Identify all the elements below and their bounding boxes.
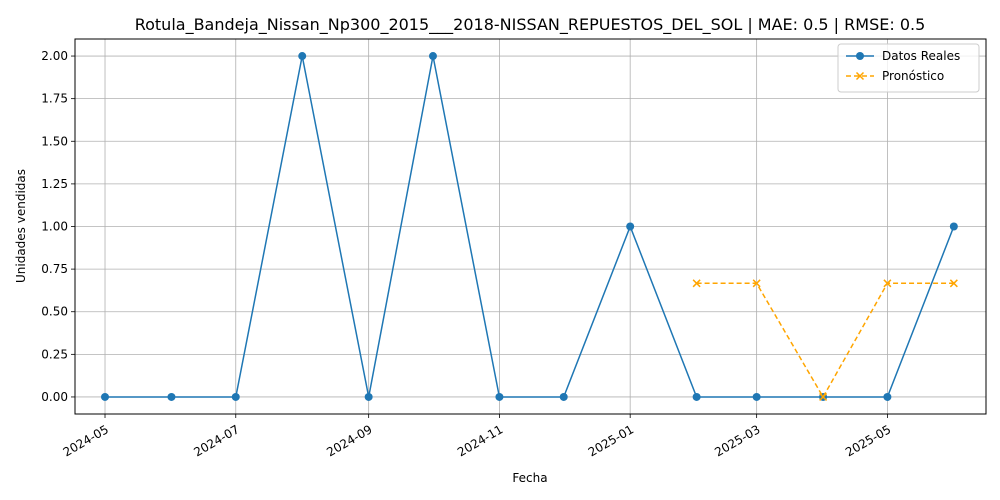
y-tick-label: 1.50 [41,134,68,148]
data-point [752,392,761,401]
data-point [626,222,635,231]
y-tick-label: 0.50 [41,305,68,319]
data-point [559,392,568,401]
data-point [495,392,504,401]
y-tick-label: 0.75 [41,262,68,276]
forecast-point [752,279,761,288]
chart-title: Rotula_Bandeja_Nissan_Np300_2015___2018-… [135,15,926,35]
data-point [692,392,701,401]
y-tick-label: 1.25 [41,177,68,191]
y-axis-ticks: 0.00 0.25 0.50 0.75 1.00 1.25 1.50 1.75 2.00 [41,49,75,404]
y-tick-label: 2.00 [41,49,68,63]
series-line-datos-reales [105,55,955,398]
y-tick-label: 1.75 [41,92,68,106]
legend-label-datos-reales: Datos Reales [882,49,960,63]
data-point [949,222,958,231]
legend: Datos Reales Pronóstico [837,43,980,93]
series-line-pron-stico [696,282,954,399]
data-point [298,52,307,61]
y-tick-label: 0.25 [41,347,68,361]
y-tick-label: 1.00 [41,220,68,234]
data-point [101,392,110,401]
y-axis-label: Unidades vendidas [14,169,28,283]
legend-marker-datos-reales [856,52,864,60]
data-point [428,52,437,61]
legend-marker-pronostico [855,71,865,81]
data-point [231,392,240,401]
data-point [167,392,176,401]
legend-label-pronostico: Pronóstico [882,69,944,83]
x-axis-label: Fecha [512,471,547,485]
data-point [364,392,373,401]
forecast-point [692,279,701,288]
forecast-point [949,279,958,288]
series-group [101,52,958,401]
y-tick-label: 0.00 [41,390,68,404]
data-point [883,392,892,401]
grid-lines [75,39,986,414]
forecast-point [819,392,828,401]
forecast-point [883,279,892,288]
